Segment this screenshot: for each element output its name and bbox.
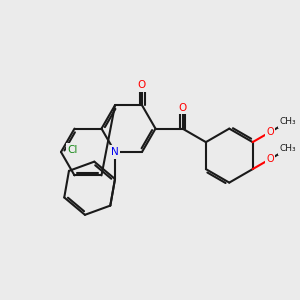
Text: CH₃: CH₃ [279, 144, 296, 153]
Text: O: O [178, 103, 187, 112]
Text: Cl: Cl [68, 145, 78, 154]
Text: O: O [266, 127, 274, 137]
Text: N: N [111, 147, 119, 157]
Text: O: O [138, 80, 146, 90]
Text: CH₃: CH₃ [279, 117, 296, 126]
Text: O: O [266, 154, 274, 164]
